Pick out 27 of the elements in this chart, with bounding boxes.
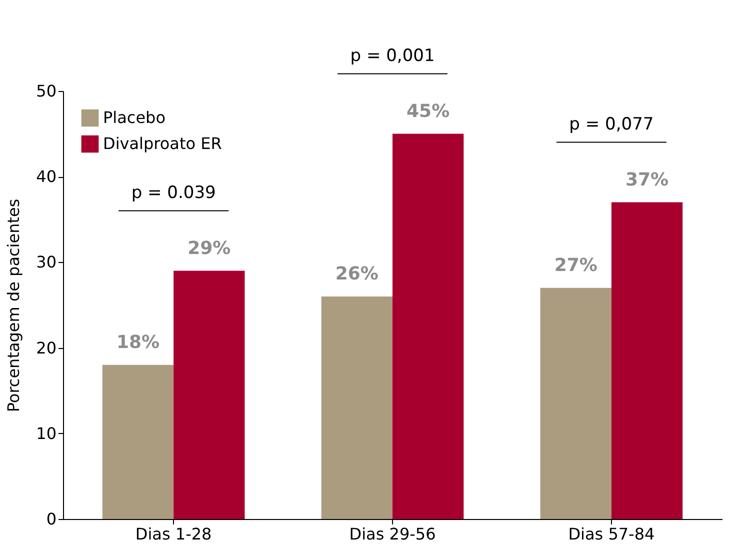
bar (321, 296, 392, 519)
annotation: p = 0.039 (131, 182, 216, 203)
text: p = 0,001 (350, 46, 435, 66)
bar (174, 270, 245, 519)
data-label: 26% (335, 263, 378, 284)
y-tick-label: 10 (36, 424, 56, 443)
data-label: 45% (406, 100, 450, 122)
data-label: 18% (116, 332, 160, 353)
x-tick-label: Dias 29-56 (349, 524, 436, 544)
y-tick-label: 20 (36, 338, 56, 358)
y-tick-label: 0 (46, 510, 56, 528)
y-axis-title: Porcentagem de pacientes (4, 198, 24, 412)
legend-label: Placebo (103, 108, 166, 127)
x-tick-label: Dias 1-28 (135, 524, 212, 544)
bar (102, 364, 174, 519)
y-tick-label: 50 (36, 82, 56, 100)
y-tick-label: 40 (36, 167, 56, 186)
legend-label: Divalproato ER (103, 134, 222, 153)
bar (611, 202, 683, 519)
data-label: 37% (625, 169, 669, 190)
bar (392, 134, 464, 519)
data-label: 29% (188, 238, 231, 259)
x-tick-label: Dias 57-84 (568, 524, 655, 544)
data-label: 27% (554, 254, 598, 276)
annotation: p = 0,077 (569, 114, 654, 134)
bar (540, 288, 612, 519)
y-tick-label: 30 (36, 252, 56, 272)
